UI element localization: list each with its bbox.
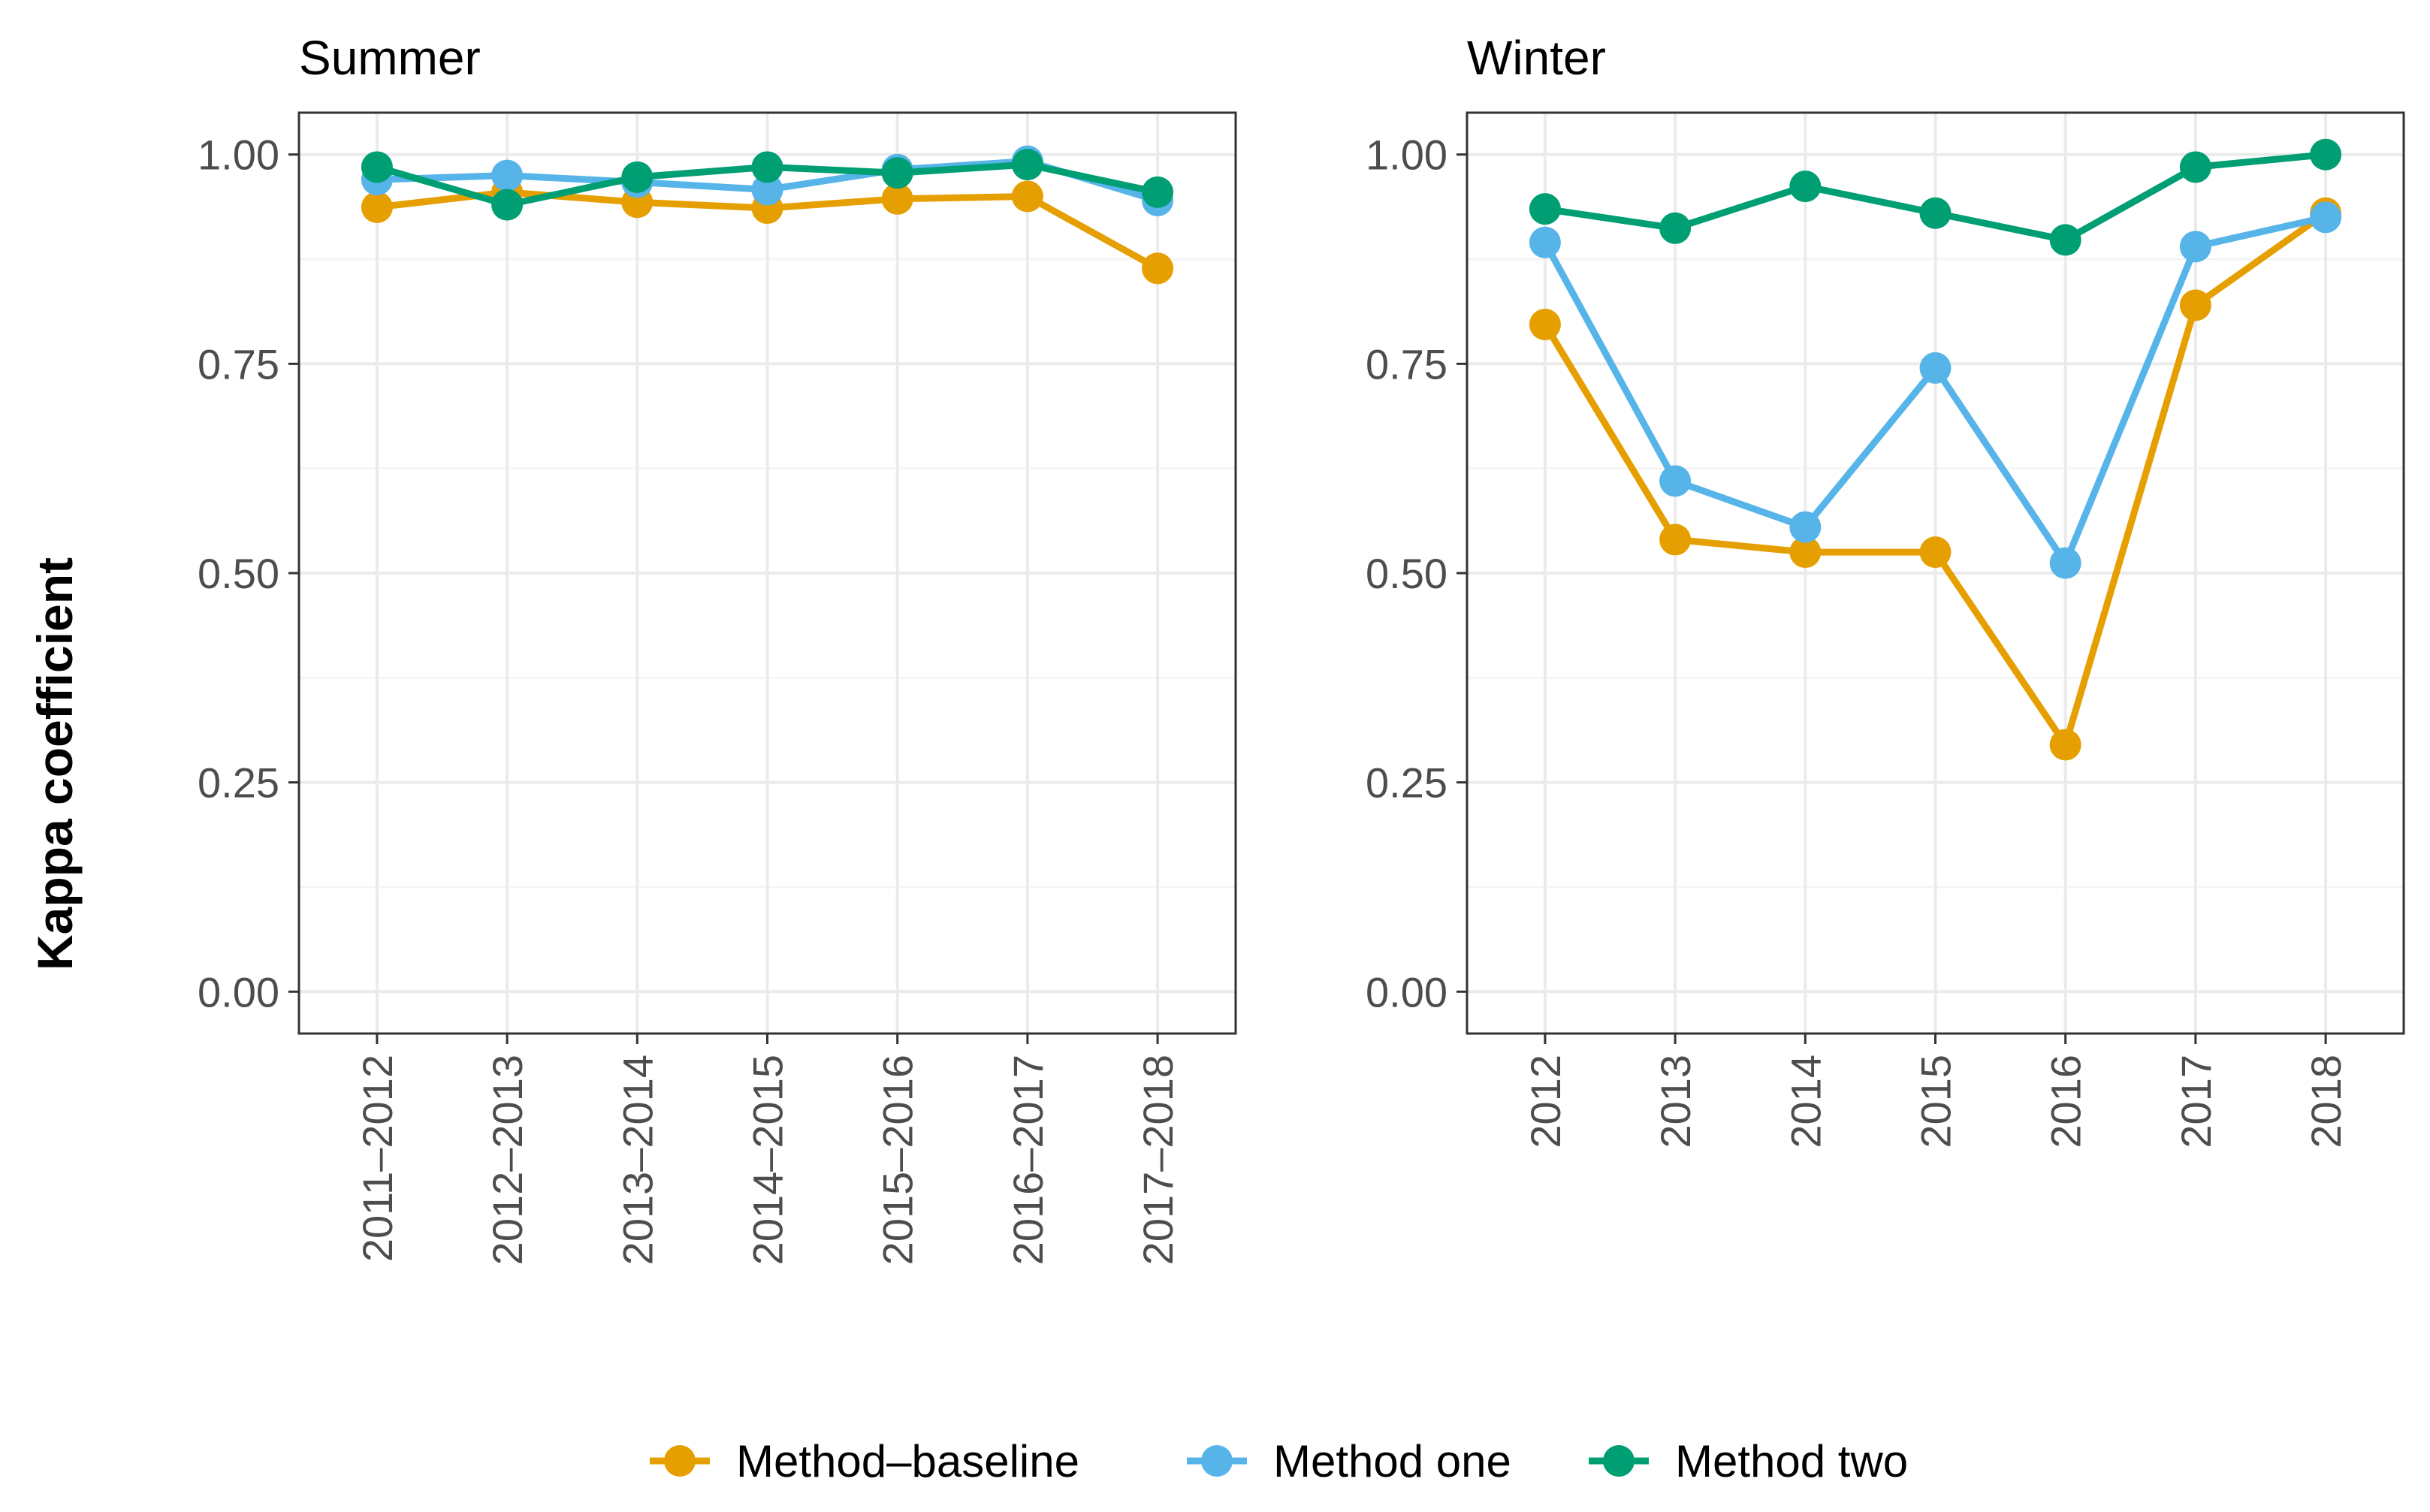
- summer-x-tick-label: 2012–2013: [484, 1055, 531, 1265]
- legend-key-method-baseline-point: [664, 1445, 696, 1477]
- winter-x-tick-label: 2016: [2042, 1055, 2090, 1148]
- legend-label-method-one: Method one: [1273, 1436, 1511, 1486]
- winter-point-method-one: [1789, 511, 1822, 543]
- summer-x-tick-label: 2014–2015: [744, 1055, 792, 1265]
- summer-y-tick-label: 0.25: [198, 759, 279, 807]
- winter-point-method-one: [1919, 352, 1952, 384]
- summer-point-method-two: [621, 161, 654, 193]
- summer-point-method-two: [881, 157, 913, 189]
- legend-item-method-baseline: Method–baseline: [650, 1436, 1079, 1486]
- winter-point-method-two: [1659, 212, 1692, 244]
- winter-point-method-one: [2049, 547, 2081, 579]
- summer-panel-title: Summer: [299, 31, 481, 85]
- summer-point-method-baseline: [1011, 180, 1043, 213]
- summer-series: [361, 145, 1174, 285]
- winter-x-tick-label: 2015: [1912, 1055, 1960, 1148]
- winter-point-method-baseline: [2049, 729, 2081, 761]
- winter-x-tick-label: 2017: [2172, 1055, 2220, 1148]
- winter-point-method-two: [1789, 171, 1822, 203]
- summer-y-tick-label: 0.75: [198, 340, 279, 388]
- legend-label-method-two: Method two: [1675, 1436, 1908, 1486]
- summer-point-method-two: [1011, 149, 1043, 181]
- winter-point-method-two: [2049, 224, 2081, 256]
- winter-x-tick-label: 2014: [1782, 1055, 1829, 1148]
- summer-point-method-baseline: [361, 191, 393, 223]
- winter-point-method-one: [2310, 201, 2342, 234]
- winter-point-method-baseline: [1659, 524, 1692, 556]
- summer-point-method-two: [361, 151, 393, 183]
- winter-point-method-baseline: [1919, 536, 1952, 569]
- winter-y-tick-label: 0.50: [1366, 550, 1447, 597]
- legend-item-method-one: Method one: [1187, 1436, 1511, 1486]
- winter-axes: 0.00 0.25 0.50 0.75 1.00 2012 2013 2014 2015 2016…: [1366, 131, 2350, 1148]
- summer-y-tick-label: 0.00: [198, 968, 279, 1016]
- winter-series: [1529, 138, 2342, 761]
- legend-key-method-two-point: [1603, 1445, 1635, 1477]
- winter-x-tick-label: 2012: [1522, 1055, 1569, 1148]
- summer-point-method-two: [751, 151, 783, 183]
- winter-y-tick-label: 1.00: [1366, 131, 1447, 179]
- winter-x-tick-label: 2018: [2302, 1055, 2350, 1148]
- winter-y-tick-label: 0.75: [1366, 340, 1447, 388]
- winter-point-method-one: [1659, 465, 1692, 497]
- winter-panel-title: Winter: [1467, 31, 1606, 85]
- summer-x-tick-label: 2016–2017: [1004, 1055, 1052, 1265]
- winter-point-method-one: [1529, 226, 1561, 258]
- legend-item-method-two: Method two: [1589, 1436, 1908, 1486]
- summer-point-method-baseline: [1142, 252, 1174, 285]
- winter-point-method-two: [2310, 138, 2342, 171]
- legend-label-method-baseline: Method–baseline: [736, 1436, 1079, 1486]
- legend: Method–baseline Method one Method two: [650, 1436, 1908, 1486]
- summer-x-tick-label: 2013–2014: [614, 1055, 661, 1265]
- winter-y-tick-label: 0.25: [1366, 759, 1447, 807]
- winter-point-method-two: [2179, 151, 2211, 183]
- summer-panel: Summer 0.00 0.25 0.50 0.75 1.00 2011–2012 2012…: [198, 31, 1237, 1266]
- y-axis-title: Kappa coefficient: [27, 557, 83, 970]
- summer-x-tick-label: 2011–2012: [354, 1055, 401, 1262]
- summer-x-tick-label: 2015–2016: [874, 1055, 922, 1265]
- summer-point-method-two: [491, 189, 524, 221]
- summer-point-method-one: [491, 159, 524, 192]
- winter-panel: Winter 0.00 0.25 0.50 0.75 1.00 2012 2013 2014 2…: [1366, 31, 2405, 1148]
- summer-y-tick-label: 0.50: [198, 550, 279, 597]
- summer-y-tick-label: 1.00: [198, 131, 279, 179]
- winter-point-method-baseline: [1789, 536, 1822, 569]
- summer-point-method-one: [751, 174, 783, 206]
- legend-key-method-one-point: [1201, 1445, 1233, 1477]
- winter-point-method-two: [1529, 193, 1561, 225]
- winter-point-method-baseline: [2179, 289, 2211, 321]
- winter-gridlines: [1467, 113, 2404, 1034]
- winter-y-tick-label: 0.00: [1366, 968, 1447, 1016]
- summer-axes: 0.00 0.25 0.50 0.75 1.00 2011–2012 2012–2013 20…: [198, 131, 1182, 1266]
- winter-point-method-two: [1919, 197, 1952, 229]
- summer-gridlines: [299, 113, 1236, 1034]
- summer-point-method-two: [1142, 176, 1174, 208]
- summer-x-tick-label: 2017–2018: [1134, 1055, 1182, 1265]
- summer-point-method-baseline: [881, 183, 913, 215]
- winter-point-method-one: [2179, 231, 2211, 263]
- winter-point-method-baseline: [1529, 308, 1561, 340]
- winter-x-tick-label: 2013: [1652, 1055, 1699, 1148]
